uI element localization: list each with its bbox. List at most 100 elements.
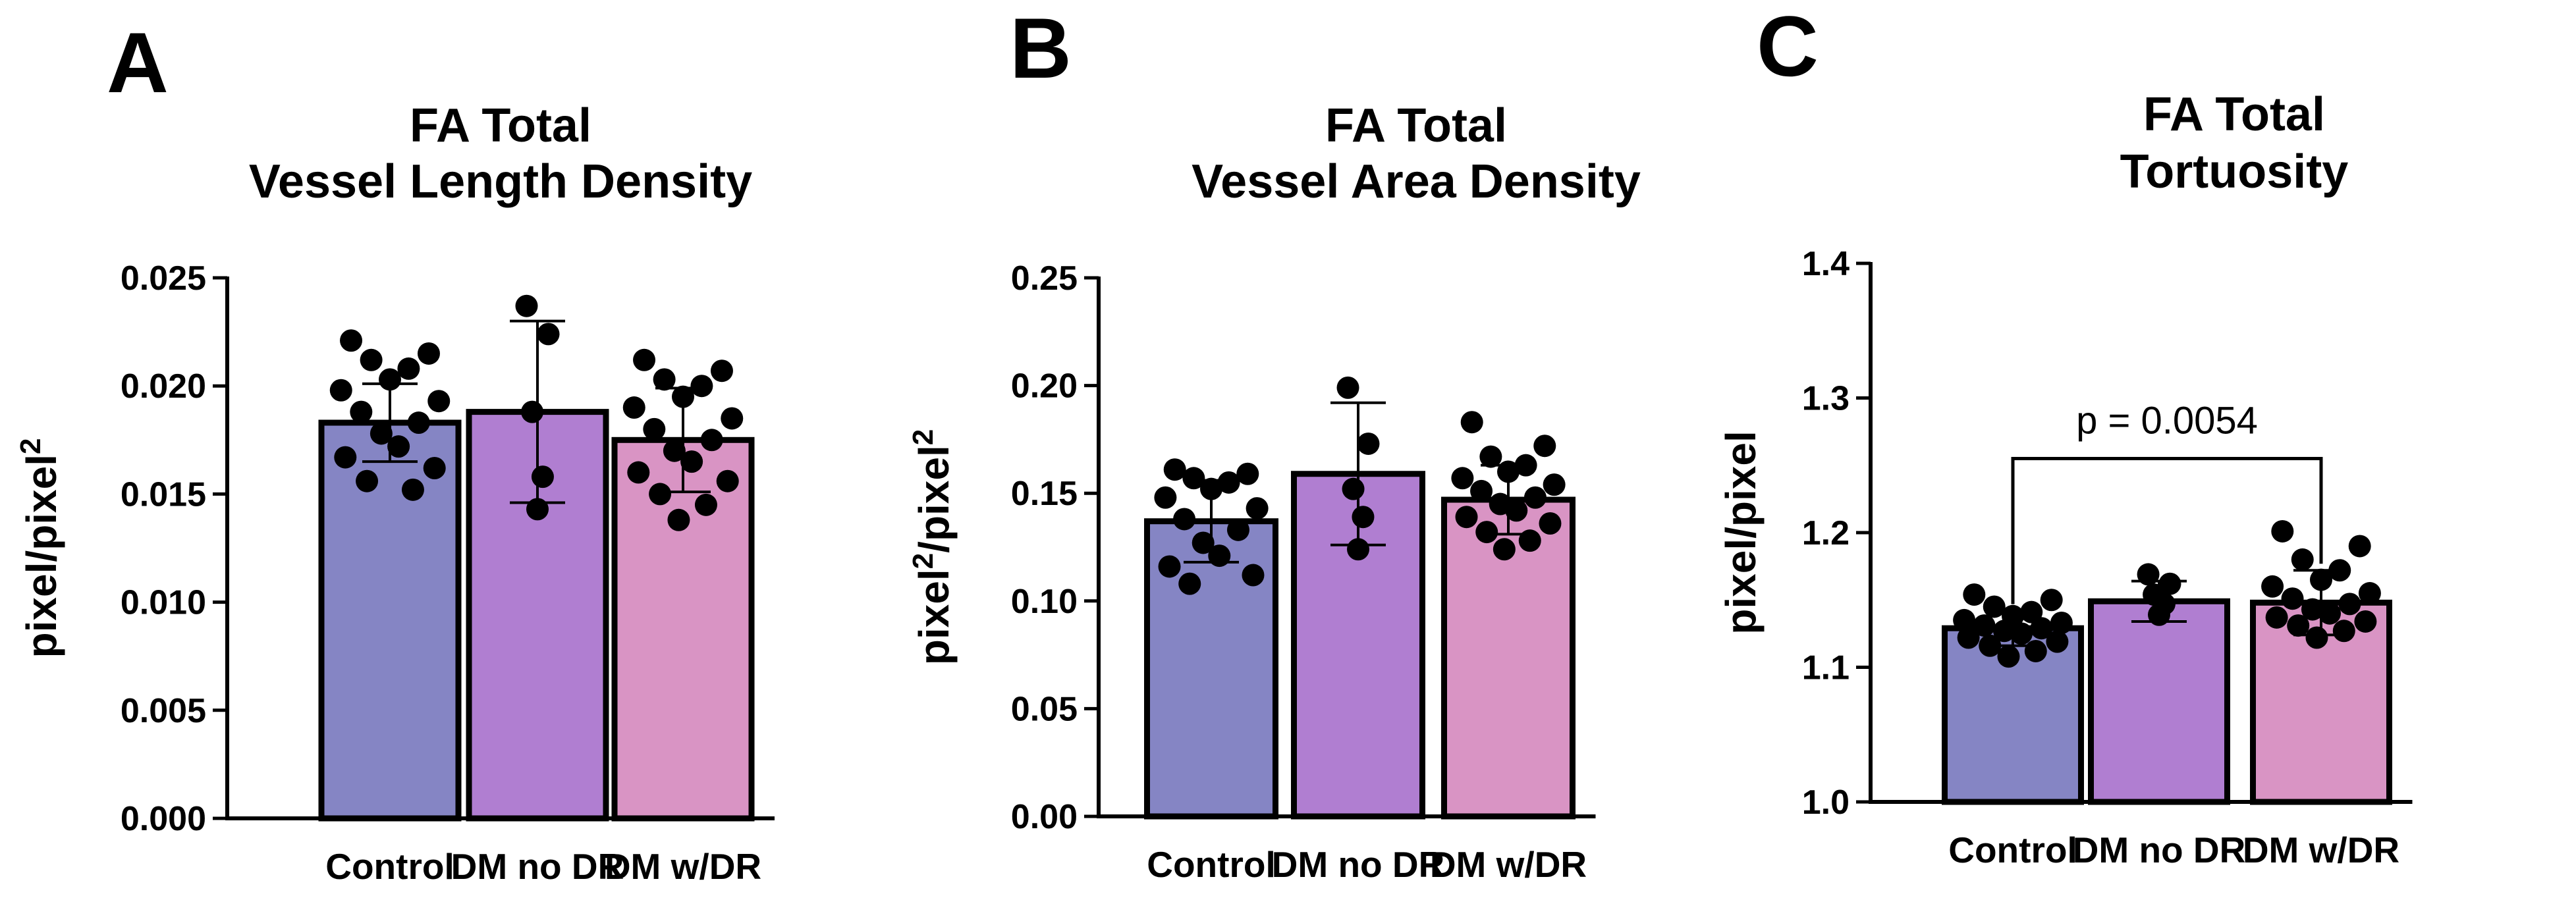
- chart-title-line: FA Total: [410, 99, 591, 152]
- data-point: [2046, 630, 2069, 653]
- y-tick-label: 0.005: [121, 692, 206, 730]
- y-axis-label-tail: /pixel: [910, 445, 958, 553]
- data-point: [1997, 645, 2020, 668]
- y-axis-label-main: pixel/pixel: [1717, 431, 1765, 634]
- y-axis-label-superscript: 2: [14, 438, 47, 454]
- x-category-label: DM w/DR: [605, 846, 761, 887]
- data-point: [1246, 497, 1269, 520]
- data-point: [1963, 583, 1986, 606]
- y-tick-label: 1.1: [1802, 649, 1850, 687]
- data-point: [515, 294, 538, 317]
- x-category-label: Control: [1147, 844, 1276, 885]
- data-point: [537, 323, 560, 346]
- x-category-label: DM w/DR: [1430, 844, 1587, 885]
- bar-control: [318, 419, 462, 822]
- y-axis-label: pixel/pixel2: [14, 438, 66, 658]
- data-point: [1451, 467, 1474, 490]
- data-point: [1163, 458, 1186, 481]
- data-point: [1493, 538, 1516, 561]
- data-point: [423, 456, 446, 479]
- data-point: [649, 483, 672, 506]
- data-point: [1236, 462, 1259, 485]
- y-tick-label: 0.10: [1011, 583, 1078, 621]
- data-point: [329, 379, 352, 402]
- chart-title-line: Vessel Length Density: [249, 155, 752, 208]
- p-value-annotation: p = 0.0054: [2076, 400, 2258, 442]
- data-point: [334, 446, 357, 469]
- data-point: [633, 348, 656, 371]
- data-point: [622, 396, 645, 419]
- bar-dm-no-dr: [466, 409, 609, 822]
- data-point: [1178, 572, 1201, 595]
- y-tick-label: 0.015: [121, 475, 206, 514]
- data-point: [667, 508, 690, 531]
- data-point: [627, 461, 650, 484]
- data-point: [1154, 486, 1177, 509]
- y-tick-label: 0.25: [1011, 259, 1078, 298]
- data-point: [1357, 432, 1380, 455]
- data-point: [680, 450, 703, 473]
- data-point: [721, 407, 744, 430]
- data-point: [2261, 575, 2284, 598]
- y-axis-label-main: pixel: [910, 569, 958, 665]
- y-tick-label: 0.15: [1011, 475, 1078, 513]
- data-point: [2358, 582, 2381, 605]
- data-point: [2050, 612, 2073, 635]
- y-axis-label-main: pixel/pixel: [18, 454, 65, 658]
- x-category-label: Control: [1948, 830, 2077, 870]
- data-point: [2332, 620, 2355, 643]
- y-tick-label: 0.000: [121, 800, 206, 838]
- data-point: [2024, 639, 2047, 662]
- chart-title-line: FA Total: [1325, 99, 1507, 152]
- data-point: [360, 348, 383, 371]
- x-category-label: DM no DR: [451, 846, 624, 887]
- x-category-label: DM w/DR: [2243, 830, 2399, 870]
- data-point: [2301, 598, 2324, 621]
- data-point: [1543, 473, 1566, 496]
- panel-letter: C: [1757, 0, 1819, 94]
- data-point: [387, 435, 410, 458]
- data-point: [521, 400, 544, 423]
- data-point: [401, 478, 424, 501]
- data-point: [2338, 593, 2361, 616]
- data-point: [1953, 608, 1976, 631]
- data-point: [1336, 376, 1359, 399]
- x-category-label: Control: [325, 846, 454, 887]
- chart-title-line: Vessel Area Density: [1192, 155, 1641, 208]
- data-point: [370, 422, 393, 445]
- data-point: [1226, 518, 1249, 541]
- significance-bracket: [2011, 457, 2323, 604]
- chart-title-line: FA Total: [2143, 88, 2325, 141]
- data-point: [356, 469, 379, 492]
- data-point: [2318, 602, 2342, 625]
- data-point: [2291, 548, 2314, 571]
- data-point: [340, 329, 363, 352]
- data-point: [1479, 445, 1502, 468]
- data-point: [1523, 486, 1547, 509]
- data-point: [710, 359, 733, 383]
- bar-dm-no-dr: [2088, 598, 2230, 805]
- data-point: [1470, 479, 1493, 502]
- x-category-label: DM no DR: [1272, 844, 1445, 885]
- y-tick-label: 1.3: [1802, 380, 1850, 418]
- data-point: [1533, 435, 1556, 458]
- data-point: [2265, 606, 2288, 629]
- data-point: [2010, 622, 2033, 645]
- data-point: [1992, 620, 2015, 643]
- data-point: [1475, 521, 1498, 544]
- data-point: [2271, 519, 2294, 543]
- data-point: [2030, 617, 2053, 640]
- data-point: [407, 411, 430, 435]
- data-point: [2305, 626, 2328, 649]
- y-tick-label: 1.2: [1802, 514, 1850, 552]
- y-axis-label-superscript: 2: [907, 553, 939, 569]
- data-point: [2158, 572, 2181, 595]
- data-point: [663, 439, 686, 462]
- data-point: [690, 375, 713, 398]
- data-point: [1539, 512, 1562, 535]
- data-point: [2281, 587, 2304, 610]
- panel-letter: A: [107, 14, 169, 111]
- y-tick-label: 1.0: [1802, 783, 1850, 822]
